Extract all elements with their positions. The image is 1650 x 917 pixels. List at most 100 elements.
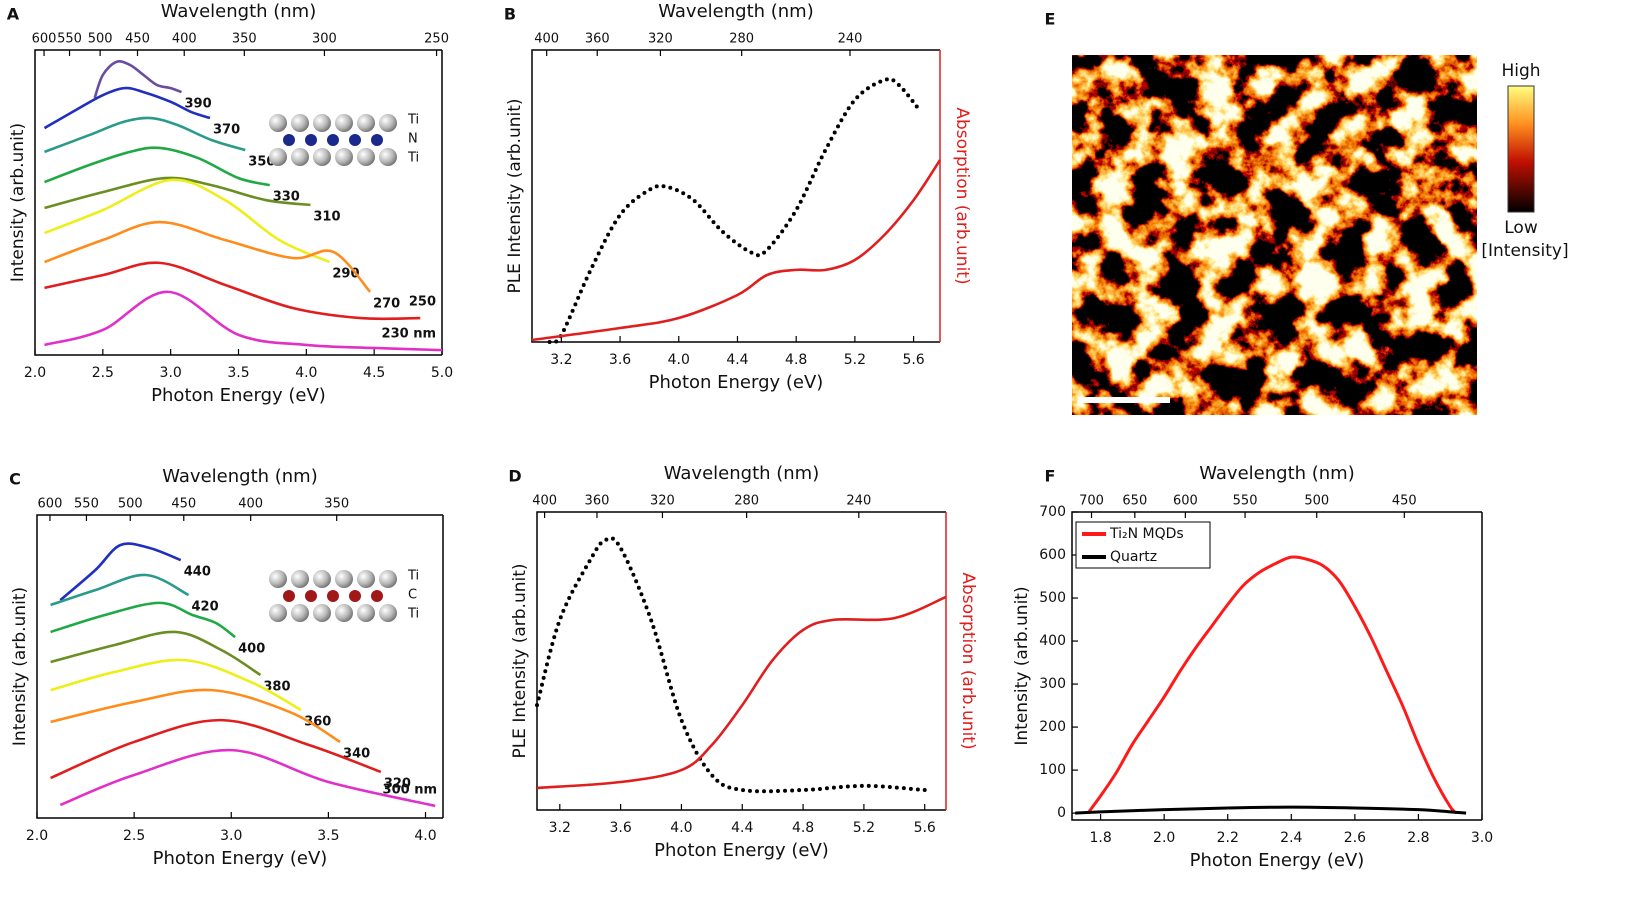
x-tick-label: 3.0	[220, 828, 242, 844]
atom	[327, 134, 339, 146]
atom	[313, 114, 331, 132]
x2-tick-label: 360	[585, 32, 610, 47]
atom	[357, 570, 375, 588]
x2-tick-label: 600	[1173, 494, 1198, 509]
series-label: 320	[384, 776, 411, 791]
x-tick-label: 4.0	[295, 365, 317, 381]
panel-label: F	[1045, 467, 1056, 486]
atom	[283, 134, 295, 146]
inset-label: Ti	[407, 151, 419, 166]
data-line	[93, 60, 182, 99]
atom	[349, 590, 361, 602]
x-tick-label: 2.4	[1280, 830, 1302, 846]
x2-tick-label: 600	[38, 497, 63, 512]
panel-label: C	[9, 470, 21, 489]
atom	[291, 570, 309, 588]
atom	[269, 148, 287, 166]
y-tick-label: 500	[1039, 590, 1066, 606]
axis-frame	[36, 514, 443, 819]
data-line	[44, 220, 372, 293]
x2-tick-label: 280	[729, 32, 754, 47]
x-tick-label: 3.5	[227, 365, 249, 381]
y2-axis-title: Absorption (arb.unit)	[958, 572, 978, 749]
x-tick-label: 2.8	[1407, 830, 1429, 846]
data-line	[44, 178, 330, 264]
data-line	[44, 290, 443, 352]
x-axis-title: Photon Energy (eV)	[649, 372, 824, 393]
data-line	[535, 536, 927, 794]
x2-tick-label: 700	[1079, 494, 1104, 509]
colorbar-low: Low	[1504, 218, 1538, 238]
atom	[305, 590, 317, 602]
x2-tick-label: 500	[118, 497, 143, 512]
x2-tick-label: 550	[74, 497, 99, 512]
x2-tick-label: 240	[846, 494, 871, 509]
x2-tick-label: 550	[1233, 494, 1258, 509]
x-tick-label: 4.0	[668, 352, 690, 368]
data-line	[531, 159, 942, 342]
atom	[371, 134, 383, 146]
atom	[357, 114, 375, 132]
data-line	[50, 658, 302, 712]
x2-tick-label: 500	[1304, 494, 1329, 509]
x2-tick-label: 400	[172, 32, 197, 47]
panel-label: E	[1045, 10, 1056, 29]
x2-tick-label: 400	[534, 32, 559, 47]
data-line	[536, 595, 947, 790]
atom	[379, 604, 397, 622]
series-label: 350	[248, 155, 275, 170]
x-tick-label: 2.5	[123, 828, 145, 844]
x2-tick-label: 280	[734, 494, 759, 509]
x-tick-label: 3.6	[609, 352, 631, 368]
atom	[313, 570, 331, 588]
y-tick-label: 100	[1039, 762, 1066, 778]
atom	[357, 148, 375, 166]
axis-frame	[531, 49, 940, 343]
atom	[283, 590, 295, 602]
data-line	[44, 176, 311, 210]
x-tick-label: 3.6	[609, 820, 631, 836]
x2-axis-title: Wavelength (nm)	[161, 1, 317, 22]
data-line	[44, 146, 270, 187]
data-line	[59, 748, 436, 808]
colorbar	[1507, 85, 1535, 213]
colorbar-unit: [Intensity]	[1481, 241, 1568, 261]
x2-tick-label: 250	[424, 32, 449, 47]
atom	[335, 148, 353, 166]
x-tick-label: 4.5	[363, 365, 385, 381]
y-axis-title: Intensity (arb.unit)	[1012, 586, 1032, 745]
inset-label: Ti	[407, 113, 419, 128]
x-tick-label: 2.0	[1153, 830, 1175, 846]
atom	[327, 590, 339, 602]
x-axis-title: Photon Energy (eV)	[1190, 850, 1365, 871]
x-tick-label: 3.2	[549, 820, 571, 836]
panel-label: D	[508, 467, 521, 486]
x-axis-title: Photon Energy (eV)	[153, 848, 328, 869]
atom	[291, 604, 309, 622]
series-label: 360	[304, 715, 331, 730]
y-axis-title: PLE Intensity (arb.unit)	[510, 563, 530, 758]
inset-label: C	[408, 588, 417, 603]
inset-label: Ti	[407, 607, 419, 622]
atom	[269, 570, 287, 588]
x2-tick-label: 400	[532, 494, 557, 509]
x-tick-label: 5.6	[914, 820, 936, 836]
x2-tick-label: 350	[232, 32, 257, 47]
x-tick-label: 2.2	[1217, 830, 1239, 846]
data-line	[59, 542, 182, 602]
atom	[379, 114, 397, 132]
x-tick-label: 5.6	[902, 352, 924, 368]
data-line	[50, 573, 190, 607]
y-tick-label: 400	[1039, 633, 1066, 649]
x-tick-label: 3.0	[160, 365, 182, 381]
series-label: 420	[192, 599, 219, 614]
axis-frame	[536, 511, 946, 811]
data-line	[1086, 555, 1458, 815]
atom	[269, 604, 287, 622]
x-tick-label: 4.4	[731, 820, 753, 836]
series-label: 270	[373, 296, 400, 311]
series-label: 400	[238, 642, 265, 657]
y-tick-label: 600	[1039, 547, 1066, 563]
x2-tick-label: 360	[585, 494, 610, 509]
